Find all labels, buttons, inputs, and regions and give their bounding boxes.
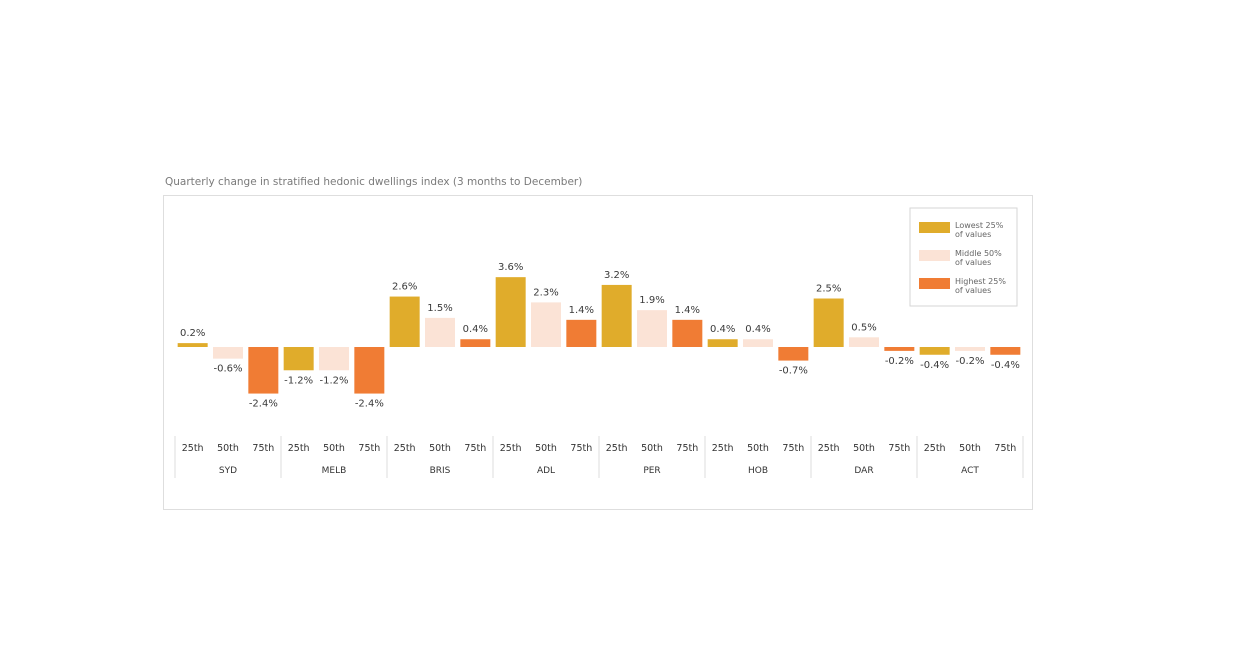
data-label-act-50th: -0.2% (955, 356, 984, 367)
bar-syd-75th (248, 347, 279, 394)
tick-label-dar-25th: 25th (818, 443, 840, 454)
data-label-hob-25th: 0.4% (710, 324, 735, 335)
legend-label-2: Middle 50% (955, 249, 1002, 258)
tick-label-per-75th: 75th (676, 443, 698, 454)
bar-melb-25th (283, 347, 314, 371)
legend-label-2: of values (955, 258, 991, 267)
bar-per-75th (672, 319, 703, 347)
legend-swatch-2 (919, 250, 950, 261)
bar-act-75th (990, 347, 1021, 355)
data-label-melb-75th: -2.4% (355, 399, 384, 410)
tick-label-per-50th: 50th (641, 443, 663, 454)
data-label-syd-75th: -2.4% (249, 399, 278, 410)
legend-label-3: Highest 25% (955, 277, 1006, 286)
data-label-syd-50th: -0.6% (213, 364, 242, 375)
tick-label-melb-75th: 75th (358, 443, 380, 454)
tick-label-syd-75th: 75th (252, 443, 274, 454)
data-label-adl-75th: 1.4% (569, 305, 594, 316)
group-label-syd: SYD (219, 466, 237, 476)
group-label-hob: HOB (748, 466, 768, 476)
tick-label-bris-25th: 25th (394, 443, 416, 454)
bar-syd-25th (177, 343, 208, 347)
tick-label-adl-75th: 75th (570, 443, 592, 454)
group-label-per: PER (643, 466, 660, 476)
group-label-dar: DAR (854, 466, 873, 476)
legend-label-3: of values (955, 286, 991, 295)
tick-label-melb-50th: 50th (323, 443, 345, 454)
tick-label-bris-50th: 50th (429, 443, 451, 454)
legend-label-1: Lowest 25% (955, 221, 1004, 230)
data-label-dar-50th: 0.5% (851, 322, 876, 333)
bar-dar-50th (849, 337, 879, 347)
data-label-hob-75th: -0.7% (779, 366, 808, 377)
tick-label-syd-25th: 25th (182, 443, 204, 454)
legend-label-1: of values (955, 230, 991, 239)
bar-adl-50th (531, 302, 561, 347)
bar-act-50th (955, 347, 985, 351)
tick-label-act-25th: 25th (924, 443, 946, 454)
legend-swatch-1 (919, 222, 950, 233)
group-label-melb: MELB (322, 466, 347, 476)
bar-per-50th (637, 310, 667, 347)
bar-adl-75th (566, 319, 597, 347)
tick-label-act-50th: 50th (959, 443, 981, 454)
data-label-act-75th: -0.4% (991, 360, 1020, 371)
data-label-dar-75th: -0.2% (885, 356, 914, 367)
data-label-bris-25th: 2.6% (392, 282, 417, 293)
bar-bris-50th (425, 317, 455, 347)
data-label-bris-75th: 0.4% (463, 324, 488, 335)
chart-title: Quarterly change in stratified hedonic d… (165, 176, 583, 188)
tick-label-bris-75th: 75th (464, 443, 486, 454)
tick-label-hob-50th: 50th (747, 443, 769, 454)
bar-hob-50th (743, 339, 773, 347)
bar-dar-25th (813, 298, 844, 347)
data-label-per-50th: 1.9% (639, 295, 664, 306)
legend-swatch-3 (919, 278, 950, 289)
bar-act-25th (919, 347, 950, 355)
data-label-melb-50th: -1.2% (319, 375, 348, 386)
tick-label-syd-50th: 50th (217, 443, 239, 454)
tick-label-dar-75th: 75th (888, 443, 910, 454)
bar-bris-75th (460, 339, 491, 347)
tick-label-adl-50th: 50th (535, 443, 557, 454)
tick-label-hob-75th: 75th (782, 443, 804, 454)
data-label-act-25th: -0.4% (920, 360, 949, 371)
bar-bris-25th (389, 296, 420, 347)
data-label-per-75th: 1.4% (675, 305, 700, 316)
group-label-bris: BRIS (430, 466, 451, 476)
tick-label-act-75th: 75th (994, 443, 1016, 454)
bar-dar-75th (884, 347, 915, 351)
tick-label-melb-25th: 25th (288, 443, 310, 454)
bar-hob-25th (707, 339, 738, 347)
data-label-hob-50th: 0.4% (745, 324, 770, 335)
bar-hob-75th (778, 347, 809, 361)
data-label-adl-50th: 2.3% (533, 287, 558, 298)
group-label-act: ACT (961, 466, 979, 476)
data-label-per-25th: 3.2% (604, 270, 629, 281)
bar-adl-25th (495, 277, 526, 347)
data-label-dar-25th: 2.5% (816, 284, 841, 295)
data-label-syd-25th: 0.2% (180, 328, 205, 339)
bar-syd-50th (213, 347, 243, 359)
bar-per-25th (601, 284, 632, 347)
bar-melb-50th (319, 347, 349, 371)
data-label-bris-50th: 1.5% (427, 303, 452, 314)
data-label-adl-25th: 3.6% (498, 262, 523, 273)
data-label-melb-25th: -1.2% (284, 375, 313, 386)
tick-label-per-25th: 25th (606, 443, 628, 454)
tick-label-adl-25th: 25th (500, 443, 522, 454)
tick-label-hob-25th: 25th (712, 443, 734, 454)
tick-label-dar-50th: 50th (853, 443, 875, 454)
bar-melb-75th (354, 347, 385, 394)
group-label-adl: ADL (537, 466, 555, 476)
chart-frame (163, 195, 1033, 510)
